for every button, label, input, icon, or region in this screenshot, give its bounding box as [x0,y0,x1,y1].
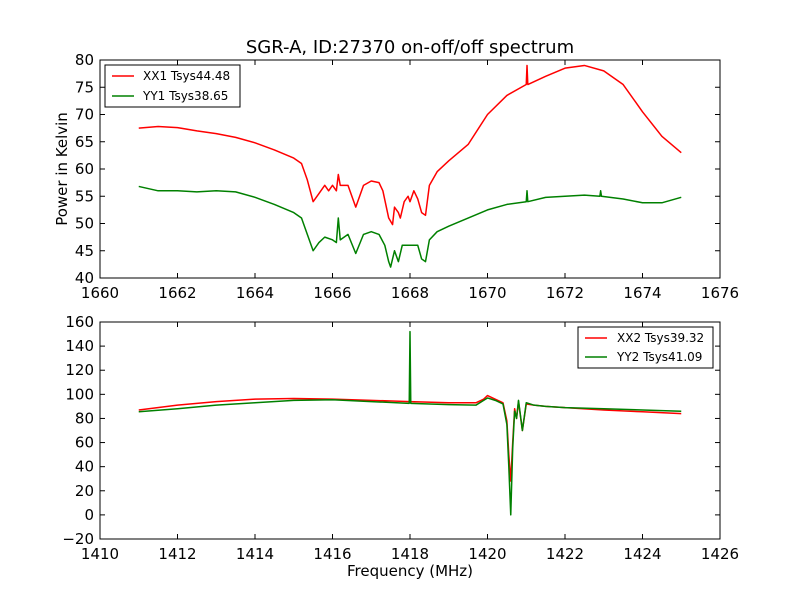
top-series-group [138,64,682,268]
bottom-series-line-2 [138,330,682,516]
top-y-axis: 40 45 50 55 60 65 70 75 80 [75,51,720,287]
bottom-x-tick-label: 1426 [701,545,739,563]
top-series-line-2 [138,185,682,268]
top-x-tick-label: 1660 [81,284,119,302]
bottom-y-tick-label: −20 [62,530,94,548]
top-legend-label-yy1: YY1 Tsys38.65 [142,89,228,103]
bottom-x-axis-label: Frequency (MHz) [347,562,473,580]
top-legend-label-xx1: XX1 Tsys44.48 [143,69,230,83]
bottom-y-tick-label: 20 [75,482,94,500]
top-legend-box [104,64,241,108]
top-y-tick-label: 65 [75,133,94,151]
bottom-x-tick-label: 1416 [313,545,351,563]
bottom-plot: 1410 1412 1414 1416 1418 1420 1422 1424 1426 −20… [62,313,739,580]
top-x-tick-label: 1666 [313,284,351,302]
top-plot: SGR-A, ID:27370 on-off/off spectrum 1660… [53,37,739,302]
top-x-tick-label: 1670 [468,284,506,302]
top-x-tick-label: 1676 [701,284,739,302]
bottom-x-tick-label: 1410 [81,545,119,563]
bottom-legend-label-xx2: XX2 Tsys39.32 [617,331,704,345]
top-legend: XX1 Tsys44.48 YY1 Tsys38.65 [104,64,241,108]
bottom-x-tick-label: 1420 [468,545,506,563]
bottom-x-axis: 1410 1412 1414 1416 1418 1420 1422 1424 1426 [81,322,739,563]
top-series-line-1 [138,64,682,226]
bottom-legend-box [577,326,714,369]
bottom-x-tick-label: 1422 [546,545,584,563]
top-x-tick-label: 1664 [236,284,274,302]
bottom-x-tick-label: 1412 [158,545,196,563]
bottom-y-tick-label: 100 [65,385,94,403]
top-y-tick-label: 60 [75,160,94,178]
top-y-tick-label: 75 [75,78,94,96]
bottom-x-tick-label: 1424 [623,545,661,563]
top-chart-title: SGR-A, ID:27370 on-off/off spectrum [246,37,574,58]
bottom-y-axis: −20 0 20 40 60 80 100 120 140 160 [62,313,720,548]
bottom-y-tick-label: 80 [75,409,94,427]
top-y-tick-label: 50 [75,215,94,233]
top-x-tick-label: 1662 [158,284,196,302]
bottom-y-tick-label: 40 [75,458,94,476]
bottom-y-tick-label: 140 [65,337,94,355]
bottom-x-tick-label: 1414 [236,545,274,563]
bottom-y-tick-label: 160 [65,313,94,331]
top-x-tick-label: 1668 [391,284,429,302]
bottom-legend: XX2 Tsys39.32 YY2 Tsys41.09 [577,326,714,369]
top-y-tick-label: 40 [75,269,94,287]
top-y-axis-label: Power in Kelvin [53,112,71,226]
top-x-axis: 1660 1662 1664 1666 1668 1670 1672 1674 1676 [81,60,739,302]
bottom-y-tick-label: 0 [84,506,94,524]
top-y-tick-label: 55 [75,187,94,205]
top-y-tick-label: 80 [75,51,94,69]
bottom-legend-label-yy2: YY2 Tsys41.09 [616,350,702,364]
bottom-y-tick-label: 60 [75,434,94,452]
bottom-y-tick-label: 120 [65,361,94,379]
bottom-x-tick-label: 1418 [391,545,429,563]
top-x-tick-label: 1672 [546,284,584,302]
top-y-tick-label: 45 [75,242,94,260]
top-y-tick-label: 70 [75,106,94,124]
top-x-tick-label: 1674 [623,284,661,302]
bottom-series-group [138,330,682,516]
